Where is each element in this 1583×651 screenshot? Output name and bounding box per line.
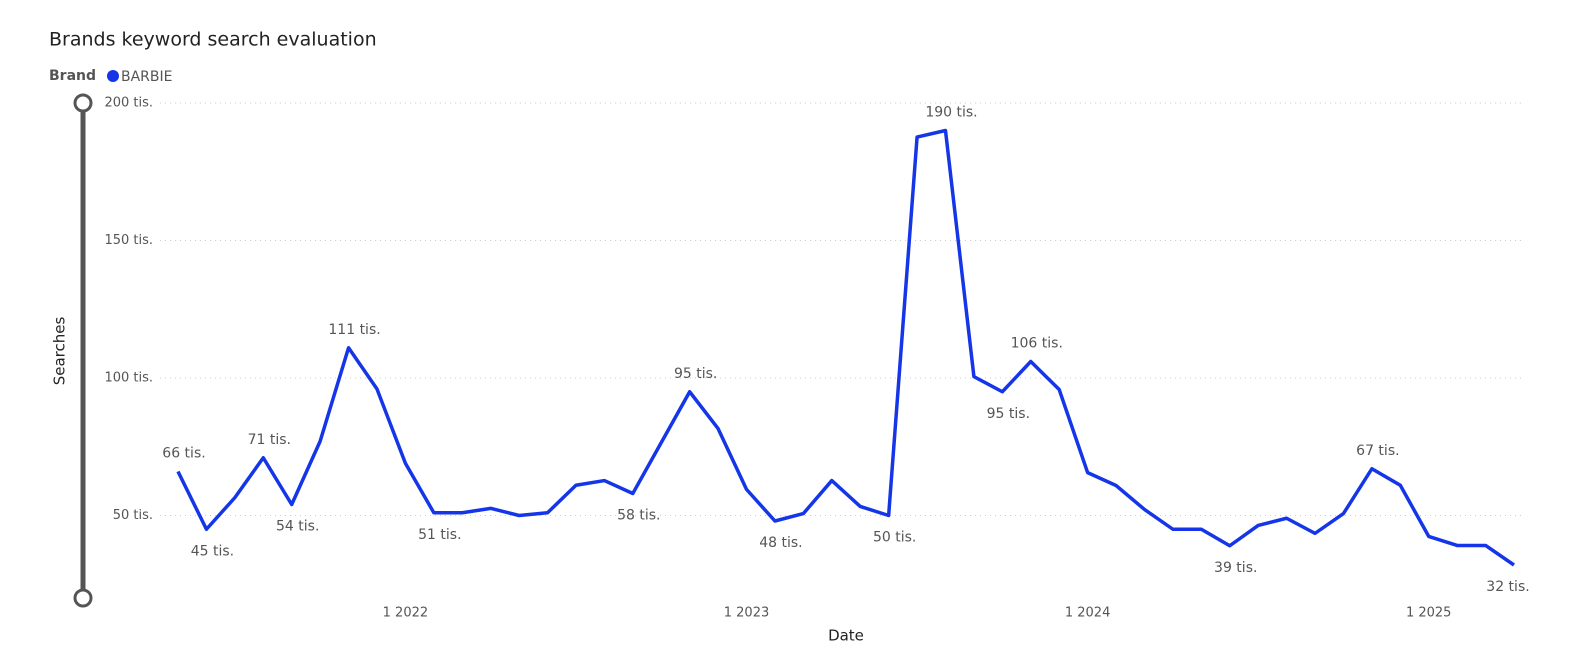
data-label: 32 tis.: [1486, 579, 1529, 595]
x-tick-label: 1 2023: [724, 606, 770, 621]
data-label: 106 tis.: [1011, 336, 1063, 352]
data-label: 45 tis.: [191, 543, 234, 559]
slider-handle[interactable]: [73, 93, 93, 113]
data-label: 39 tis.: [1214, 560, 1257, 576]
data-label: 48 tis.: [759, 535, 802, 551]
y-tick-label: 150 tis.: [104, 233, 153, 248]
y-tick-label: 100 tis.: [104, 371, 153, 386]
x-tick-label: 1 2025: [1406, 606, 1452, 621]
y-tick-label: 200 tis.: [104, 96, 153, 111]
chart-title: Brands keyword search evaluation: [49, 29, 377, 51]
x-axis-title: Date: [828, 627, 864, 645]
data-label: 54 tis.: [276, 519, 319, 535]
data-label: 58 tis.: [617, 508, 660, 524]
y-axis-title: Searches: [51, 317, 69, 386]
x-tick-label: 1 2024: [1065, 606, 1111, 621]
data-label: 190 tis.: [925, 105, 977, 121]
y-tick-label: 50 tis.: [113, 508, 153, 523]
line: [176, 128, 1515, 567]
data-label: 51 tis.: [418, 527, 461, 543]
data-label: 67 tis.: [1356, 443, 1399, 459]
legend-title: Brand: [49, 68, 96, 84]
x-tick-label: 1 2022: [383, 606, 429, 621]
data-label: 95 tis.: [987, 406, 1030, 422]
data-label: 111 tis.: [328, 322, 380, 338]
legend-marker: [107, 70, 119, 82]
data-label: 66 tis.: [162, 446, 205, 462]
data-label: 71 tis.: [248, 432, 291, 448]
data-label: 50 tis.: [873, 530, 916, 546]
data-label: 95 tis.: [674, 366, 717, 382]
legend-label: BARBIE: [121, 69, 173, 85]
slider-handle[interactable]: [73, 588, 93, 608]
